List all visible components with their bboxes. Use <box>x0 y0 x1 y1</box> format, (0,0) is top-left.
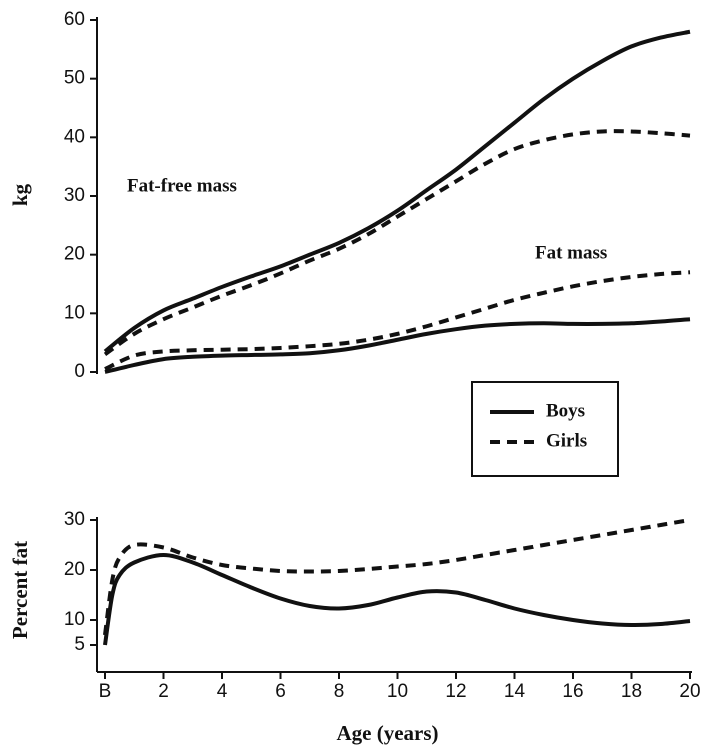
y-tick-label: 20 <box>64 244 85 265</box>
x-tick-label: 6 <box>275 681 286 702</box>
y-tick-label: 10 <box>64 302 85 323</box>
legend-label: Boys <box>546 400 585 421</box>
data-line <box>103 29 691 354</box>
data-line <box>104 317 691 374</box>
x-axis-label: Age (years) <box>336 721 438 745</box>
x-tick-label: 14 <box>504 681 526 702</box>
y-tick-label: 30 <box>64 509 85 530</box>
y-axis-label: kg <box>8 183 32 206</box>
y-tick-label: 10 <box>64 609 85 630</box>
x-tick-label: 10 <box>387 681 408 702</box>
y-tick-label: 20 <box>64 559 85 580</box>
x-tick-label: 8 <box>334 681 345 702</box>
data-line <box>103 518 691 636</box>
legend-box <box>471 381 619 477</box>
y-tick-label: 5 <box>74 634 85 655</box>
data-line <box>104 270 691 371</box>
x-tick-label: 12 <box>445 681 466 702</box>
data-line <box>103 552 691 646</box>
annotation: Fat mass <box>535 242 607 263</box>
legend-label: Girls <box>546 430 587 451</box>
y-tick-label: 30 <box>64 185 85 206</box>
x-tick-label: 20 <box>679 681 700 702</box>
x-tick-label: 4 <box>217 681 228 702</box>
y-axis-label: Percent fat <box>8 541 32 639</box>
x-tick-label: 18 <box>621 681 642 702</box>
x-tick-label: B <box>99 681 112 702</box>
x-tick-label: 16 <box>562 681 583 702</box>
y-tick-label: 40 <box>64 126 85 147</box>
y-tick-label: 50 <box>64 68 85 89</box>
y-tick-label: 60 <box>64 9 85 30</box>
annotation: Fat-free mass <box>127 175 237 196</box>
y-tick-label: 0 <box>74 361 85 382</box>
data-line <box>103 129 691 357</box>
x-tick-label: 2 <box>158 681 169 702</box>
